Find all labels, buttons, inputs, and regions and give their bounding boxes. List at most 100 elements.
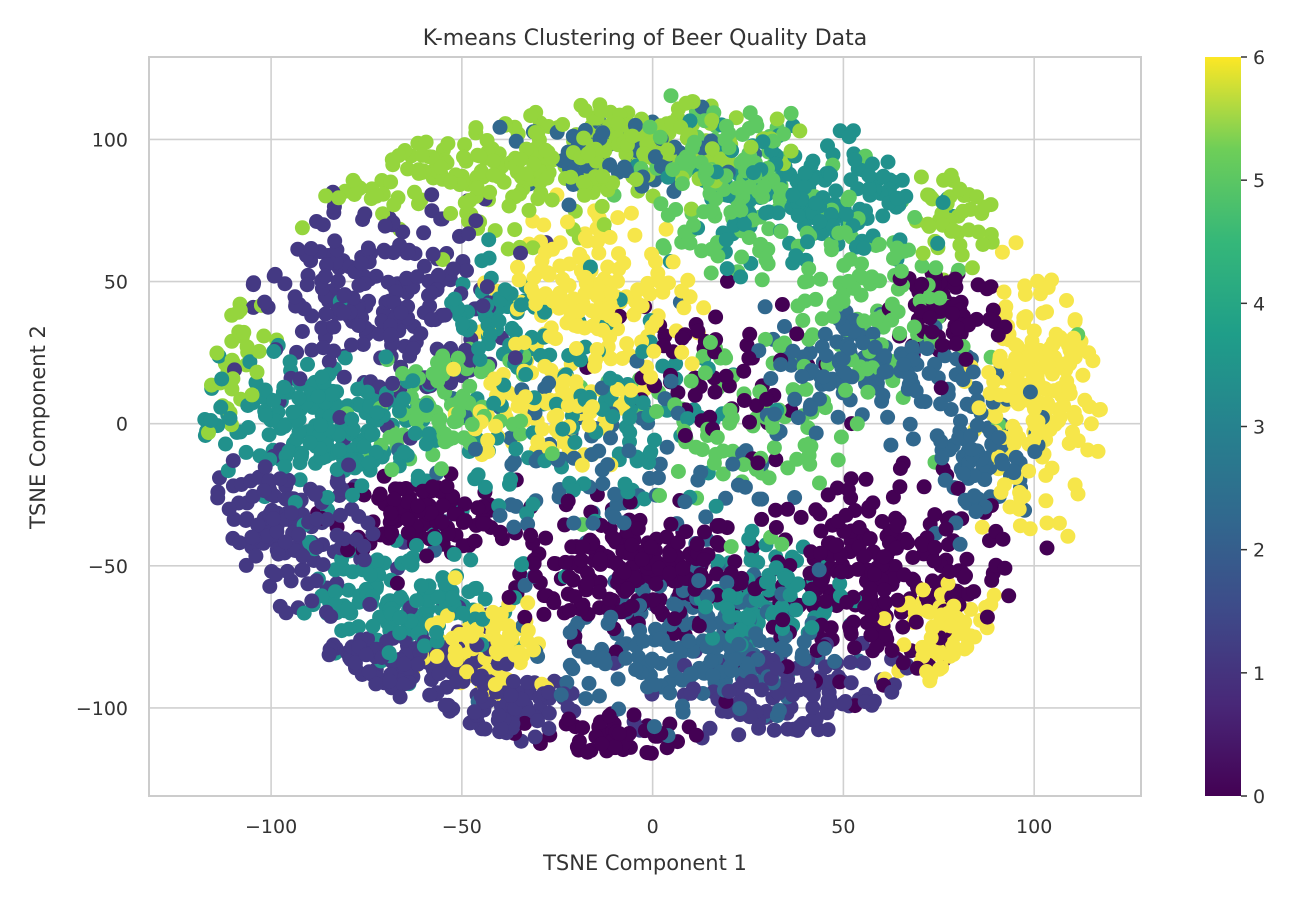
- scatter-point-cluster-0: [924, 573, 940, 589]
- scatter-point-cluster-4: [430, 355, 445, 370]
- scatter-point-cluster-6: [1009, 394, 1025, 410]
- scatter-point-cluster-6: [676, 300, 692, 316]
- scatter-point-cluster-6: [992, 348, 1008, 364]
- scatter-point-cluster-5: [239, 339, 255, 355]
- scatter-point-cluster-5: [539, 170, 555, 186]
- scatter-point-cluster-4: [790, 298, 806, 314]
- scatter-point-cluster-3: [474, 253, 490, 269]
- scatter-point-cluster-3: [329, 462, 345, 477]
- scatter-point-cluster-0: [712, 518, 728, 533]
- scatter-point-cluster-0: [575, 539, 591, 555]
- scatter-point-cluster-3: [277, 459, 293, 474]
- scatter-point-cluster-1: [309, 511, 325, 527]
- scatter-point-cluster-5: [513, 151, 529, 167]
- scatter-point-cluster-5: [936, 172, 952, 188]
- scatter-point-cluster-3: [341, 621, 357, 637]
- scatter-point-cluster-0: [833, 564, 849, 580]
- scatter-point-cluster-5: [934, 205, 950, 221]
- scatter-point-cluster-4: [652, 488, 667, 503]
- scatter-point-cluster-6: [994, 244, 1010, 260]
- scatter-point-cluster-4: [812, 475, 827, 491]
- scatter-point-cluster-0: [670, 385, 686, 401]
- scatter-point-cluster-1: [277, 276, 293, 292]
- scatter-point-cluster-2: [966, 468, 982, 484]
- scatter-point-cluster-3: [486, 395, 502, 411]
- scatter-point-cluster-5: [538, 142, 554, 158]
- scatter-point-cluster-0: [624, 537, 640, 553]
- scatter-point-cluster-6: [923, 630, 939, 646]
- scatter-point-cluster-0: [966, 584, 982, 600]
- scatter-point-cluster-3: [889, 190, 905, 206]
- scatter-point-cluster-6: [634, 298, 650, 314]
- scatter-point-cluster-0: [938, 521, 954, 537]
- scatter-point-cluster-1: [461, 226, 477, 242]
- scatter-point-cluster-0: [793, 509, 809, 525]
- scatter-point-cluster-0: [858, 471, 874, 487]
- scatter-point-cluster-4: [652, 129, 668, 145]
- scatter-point-cluster-2: [902, 416, 918, 432]
- scatter-point-cluster-1: [416, 225, 432, 241]
- scatter-point-cluster-4: [801, 261, 817, 277]
- scatter-point-cluster-1: [792, 719, 807, 735]
- scatter-point-cluster-5: [555, 117, 571, 132]
- scatter-point-cluster-5: [457, 137, 473, 153]
- scatter-point-cluster-1: [307, 486, 323, 502]
- scatter-point-cluster-4: [800, 273, 816, 289]
- scatter-point-cluster-3: [365, 618, 381, 634]
- scatter-point-cluster-2: [693, 464, 709, 480]
- scatter-point-cluster-5: [244, 387, 260, 403]
- scatter-point-cluster-3: [222, 410, 238, 426]
- scatter-point-cluster-5: [225, 371, 241, 387]
- scatter-point-cluster-3: [755, 134, 771, 150]
- scatter-point-cluster-5: [501, 198, 517, 214]
- scatter-point-cluster-3: [635, 395, 651, 411]
- scatter-point-cluster-4: [544, 446, 560, 462]
- scatter-point-cluster-1: [221, 501, 237, 517]
- scatter-point-cluster-1: [329, 474, 345, 490]
- scatter-point-cluster-0: [575, 720, 591, 736]
- scatter-point-cluster-6: [974, 519, 990, 535]
- scatter-point-cluster-4: [425, 366, 441, 382]
- scatter-point-cluster-1: [424, 187, 440, 203]
- scatter-point-cluster-5: [479, 133, 495, 148]
- scatter-point-cluster-6: [1044, 460, 1060, 476]
- scatter-point-cluster-4: [388, 427, 404, 443]
- scatter-point-cluster-0: [611, 726, 627, 742]
- scatter-point-cluster-2: [933, 433, 949, 449]
- scatter-point-cluster-1: [560, 699, 576, 715]
- scatter-point-cluster-0: [558, 554, 573, 570]
- scatter-point-cluster-2: [683, 666, 699, 682]
- scatter-point-cluster-4: [783, 105, 799, 121]
- scatter-point-cluster-1: [416, 258, 432, 274]
- x-tick-label: 50: [831, 816, 855, 838]
- scatter-point-cluster-2: [827, 653, 843, 669]
- scatter-point-cluster-1: [820, 722, 836, 738]
- scatter-point-cluster-6: [623, 382, 639, 398]
- scatter-point-cluster-2: [662, 685, 678, 701]
- scatter-point-cluster-4: [409, 413, 424, 429]
- scatter-point-cluster-2: [817, 326, 833, 342]
- scatter-point-cluster-2: [969, 417, 985, 433]
- scatter-point-cluster-4: [831, 225, 847, 241]
- scatter-point-cluster-6: [449, 652, 464, 668]
- scatter-point-cluster-4: [838, 382, 853, 398]
- scatter-point-cluster-2: [578, 691, 594, 707]
- scatter-point-cluster-6: [623, 205, 639, 221]
- scatter-point-cluster-1: [294, 324, 310, 339]
- scatter-point-cluster-4: [893, 263, 909, 279]
- scatter-point-cluster-0: [643, 539, 659, 555]
- scatter-point-cluster-4: [907, 210, 923, 225]
- scatter-point-cluster-1: [519, 674, 535, 690]
- scatter-point-cluster-1: [315, 340, 331, 356]
- scatter-point-cluster-3: [350, 381, 366, 397]
- scatter-point-cluster-1: [742, 709, 758, 725]
- scatter-point-cluster-2: [968, 380, 984, 396]
- scatter-point-cluster-3: [470, 467, 486, 483]
- scatter-point-cluster-0: [501, 589, 517, 605]
- y-tick-label: −50: [88, 556, 128, 578]
- scatter-point-cluster-2: [732, 701, 748, 717]
- scatter-point-cluster-2: [581, 675, 597, 691]
- scatter-point-cluster-0: [896, 567, 912, 583]
- scatter-point-cluster-6: [446, 361, 462, 377]
- scatter-point-cluster-4: [665, 162, 681, 178]
